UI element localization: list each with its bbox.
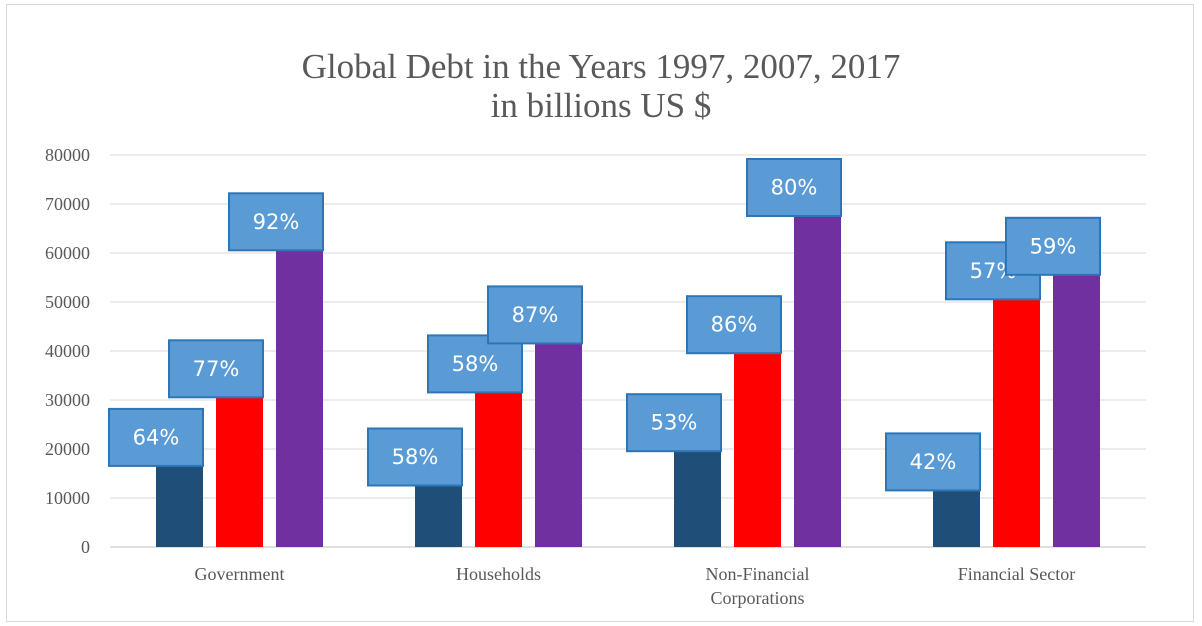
data-label-box — [487, 285, 583, 345]
y-tick-label: 80000 — [45, 145, 90, 165]
data-label-text: 80% — [771, 176, 818, 200]
data-label-text: 64% — [133, 425, 180, 449]
y-tick-label: 40000 — [45, 341, 90, 361]
y-tick-label: 50000 — [45, 292, 90, 312]
data-label-box — [626, 393, 722, 453]
data-label-box — [228, 192, 324, 252]
data-label-text: 42% — [910, 450, 957, 474]
y-tick-label: 20000 — [45, 439, 90, 459]
bar — [535, 331, 582, 547]
data-label-box — [885, 432, 981, 492]
y-tick-label: 70000 — [45, 194, 90, 214]
data-label-text: 53% — [651, 411, 698, 435]
category-label: Non-Financial — [706, 564, 810, 584]
bar — [216, 385, 263, 547]
data-label: 58% — [427, 334, 523, 394]
data-label-text: 86% — [711, 313, 758, 337]
data-label-text: 87% — [512, 303, 559, 327]
y-tick-label: 0 — [81, 537, 90, 557]
data-label-box — [746, 158, 842, 217]
chart-title: Global Debt in the Years 1997, 2007, 201… — [302, 47, 901, 86]
chart-subtitle: in billions US $ — [491, 86, 712, 125]
bar — [794, 204, 841, 547]
data-label: 64% — [108, 407, 204, 467]
y-tick-label: 10000 — [45, 488, 90, 508]
bar — [993, 287, 1040, 547]
data-label-text: 58% — [392, 445, 439, 469]
data-labels: 64%77%92%58%58%87%53%86%80%42%57%59% — [108, 158, 1101, 492]
data-label-box — [168, 339, 264, 399]
y-tick-label: 30000 — [45, 390, 90, 410]
data-label-box — [367, 427, 463, 487]
bar — [674, 439, 721, 547]
x-axis: Government Households Non-Financial Corpora… — [195, 564, 1076, 608]
data-label: 42% — [885, 432, 981, 492]
bar — [475, 380, 522, 547]
category-label: Government — [195, 564, 285, 584]
data-label: 53% — [626, 393, 722, 453]
data-label-box — [427, 334, 523, 394]
category-label: Corporations — [711, 588, 805, 608]
data-label-box — [1005, 216, 1101, 276]
data-label-text: 92% — [253, 210, 300, 234]
data-label-text: 58% — [452, 352, 499, 376]
data-label: 86% — [686, 295, 782, 355]
category-label: Households — [456, 564, 541, 584]
category-label: Financial Sector — [958, 564, 1075, 584]
bar — [156, 453, 203, 547]
data-label-text: 77% — [193, 357, 240, 381]
data-label-box — [108, 407, 204, 467]
data-label: 87% — [487, 285, 583, 345]
bar — [734, 341, 781, 547]
y-tick-label: 60000 — [45, 243, 90, 263]
bar — [1053, 262, 1100, 547]
data-label: 58% — [367, 427, 463, 487]
data-label: 92% — [228, 192, 324, 252]
data-label-box — [686, 295, 782, 355]
data-label: 80% — [746, 158, 842, 217]
y-axis: 0 10000 20000 30000 40000 50000 60000 70000 8000… — [45, 145, 90, 557]
data-label-text: 59% — [1030, 234, 1077, 258]
data-label: 77% — [168, 339, 264, 399]
data-label: 59% — [1005, 216, 1101, 276]
bars — [156, 204, 1100, 548]
bar — [276, 238, 323, 548]
